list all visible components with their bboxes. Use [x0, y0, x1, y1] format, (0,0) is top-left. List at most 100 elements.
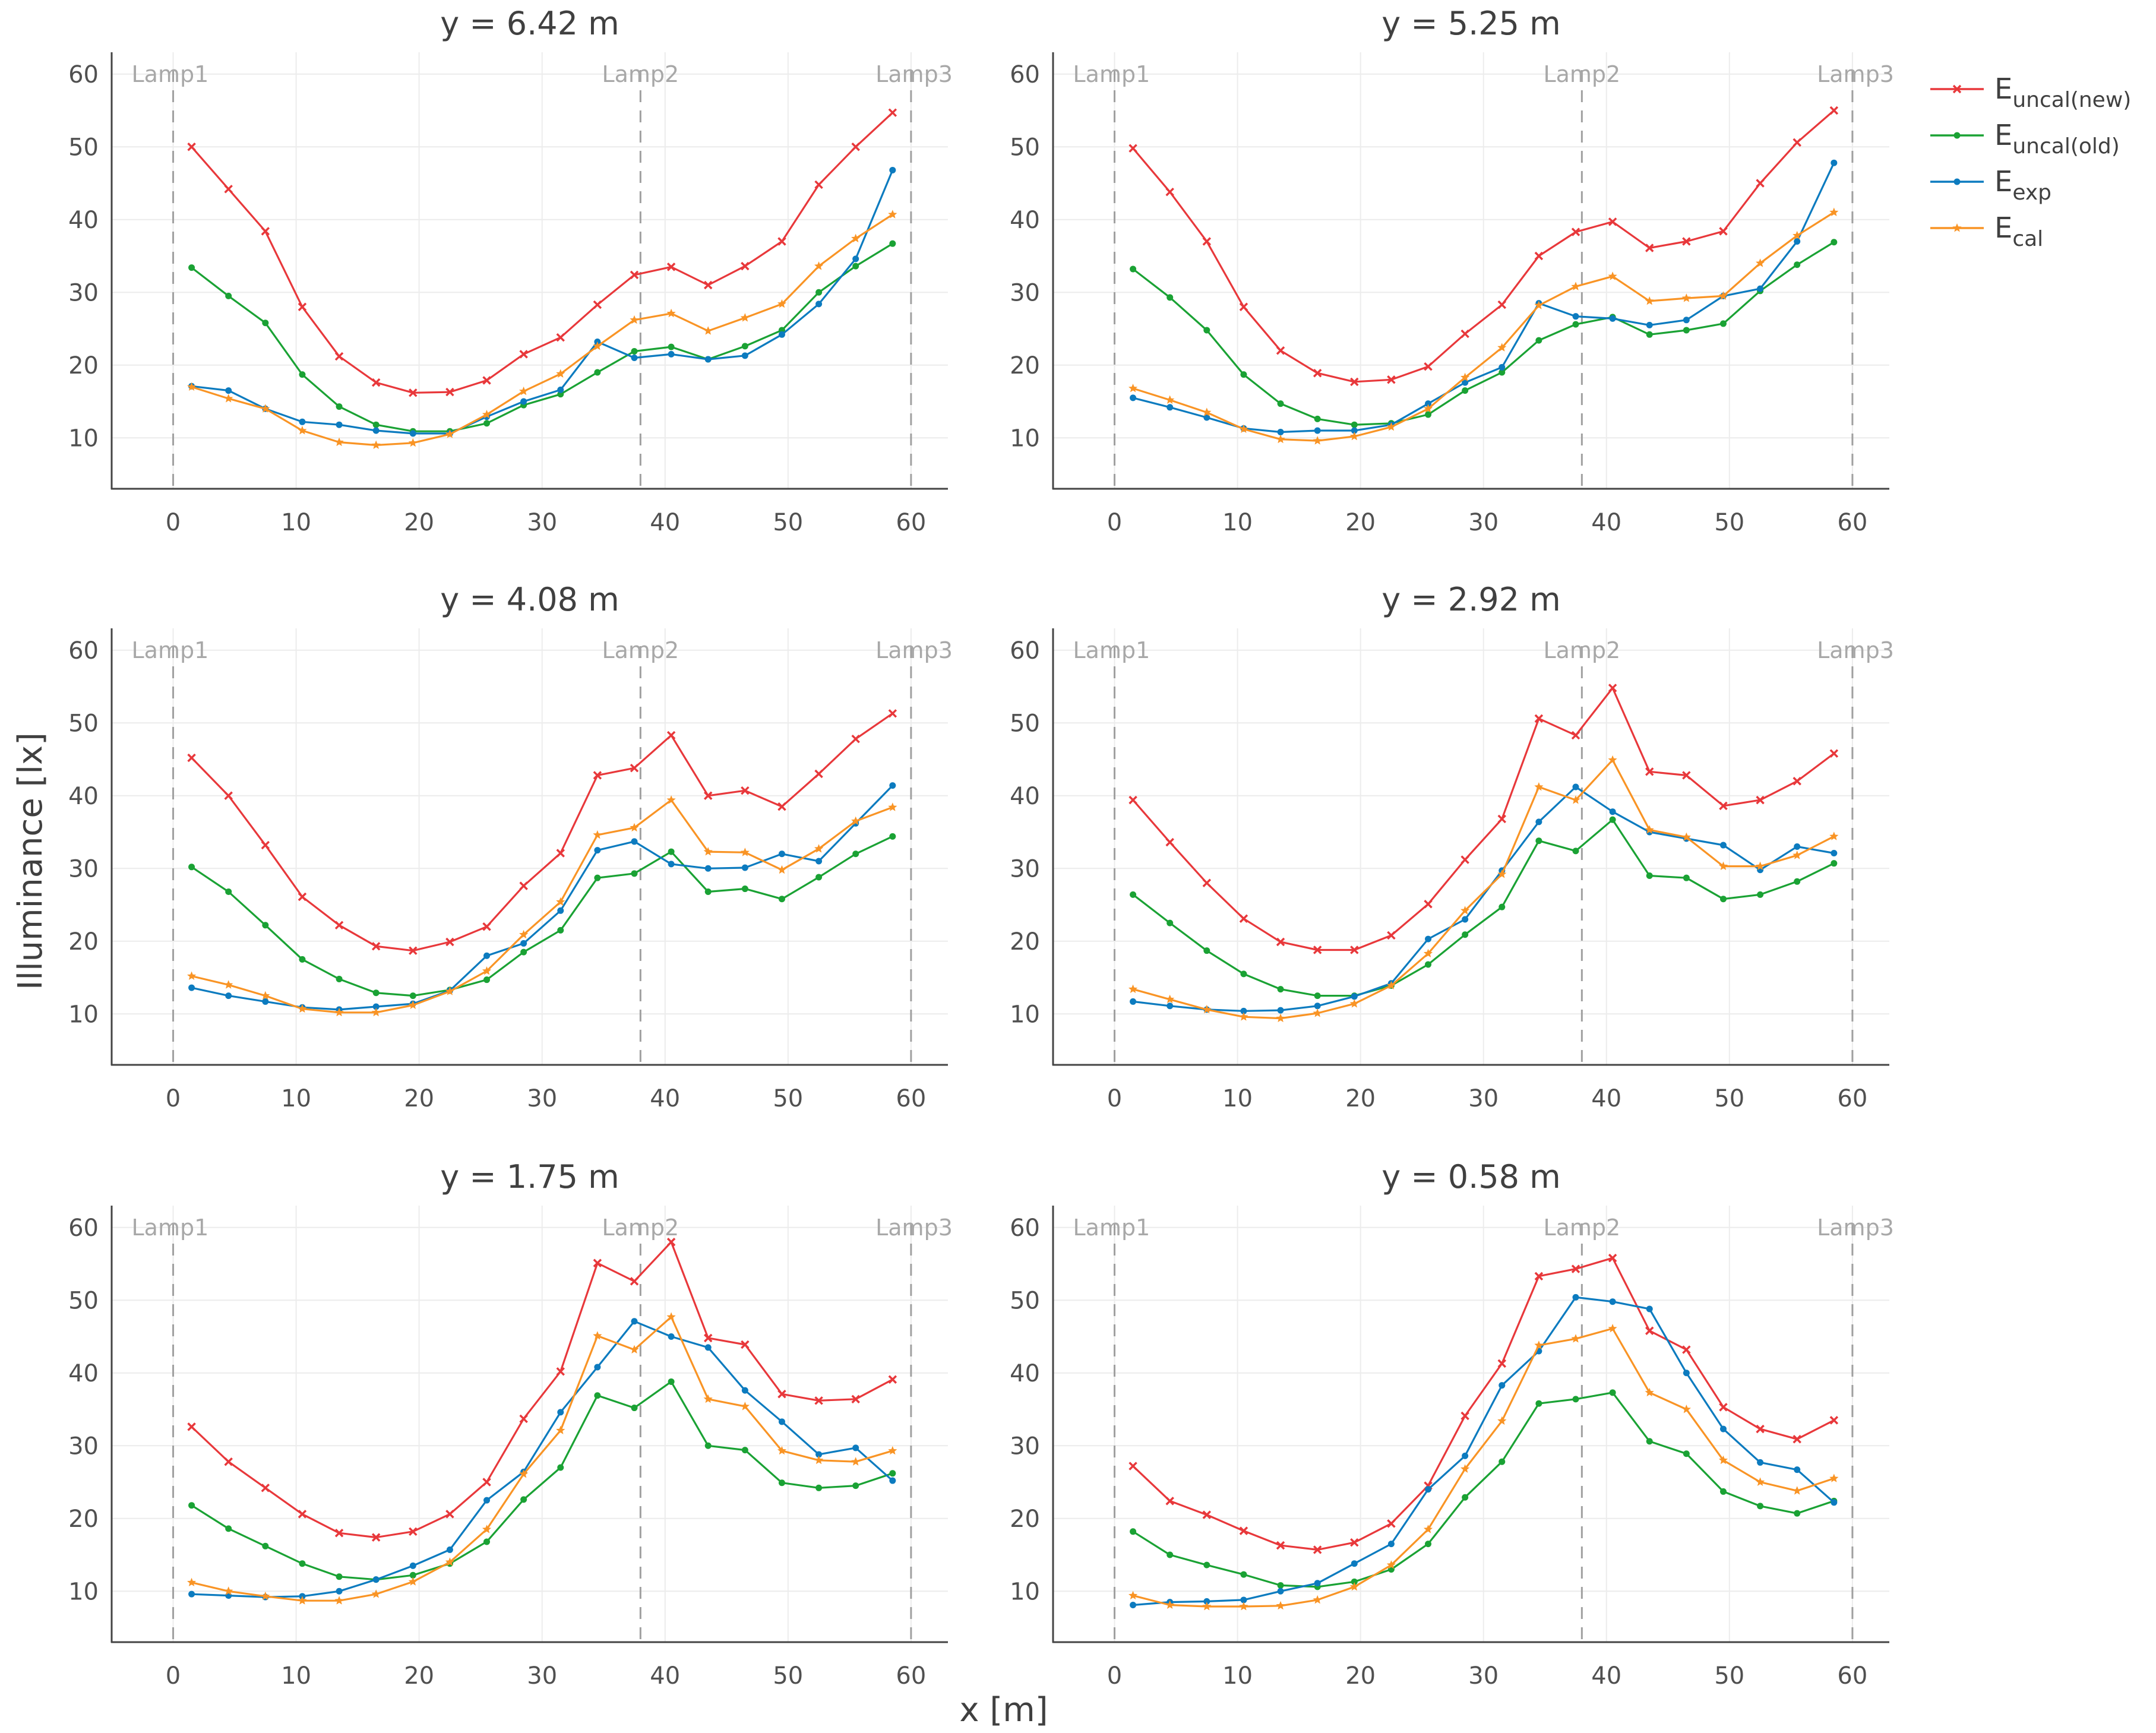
data-point	[557, 1409, 564, 1416]
data-point	[1535, 818, 1542, 826]
subplot-6: Lamp1 Lamp2 Lamp3 0 10 20 30 40 50 60 10 20 30 40 50 60…	[1010, 1158, 1894, 1690]
data-point	[187, 143, 196, 151]
data-point	[1683, 874, 1690, 881]
data-point	[1314, 992, 1321, 1000]
data-point	[299, 1560, 306, 1567]
y-tick-label: 30	[68, 279, 99, 306]
data-point	[1499, 1382, 1506, 1389]
data-point	[520, 940, 527, 947]
subplot-2: Lamp1 Lamp2 Lamp3 0 10 20 30 40 50 60 10 20 30 40 50 60…	[1010, 5, 1894, 536]
data-point	[814, 1455, 824, 1465]
lamp-label: Lamp3	[1817, 61, 1894, 87]
series-uncal_old	[1130, 239, 1838, 428]
legend-marker	[1952, 223, 1962, 232]
data-point	[1276, 937, 1285, 947]
data-point	[1314, 1003, 1321, 1010]
data-point	[557, 926, 564, 934]
data-point	[1609, 315, 1616, 322]
data-point	[1203, 327, 1210, 334]
data-point	[336, 421, 343, 428]
data-point	[631, 1405, 638, 1412]
data-point	[409, 992, 416, 1000]
y-tick-label: 60	[68, 61, 99, 88]
data-point	[888, 802, 897, 811]
data-point	[1718, 291, 1728, 300]
legend-item-exp: Eexp	[1930, 165, 2051, 205]
data-point	[299, 956, 306, 963]
data-point	[187, 382, 197, 391]
data-point	[1128, 1590, 1138, 1600]
data-point	[778, 850, 785, 858]
data-point	[1534, 714, 1544, 723]
lamp-label: Lamp1	[132, 637, 209, 663]
data-point	[1387, 931, 1396, 940]
x-tick-label: 50	[1714, 509, 1744, 536]
legend-item-cal: Ecal	[1930, 211, 2043, 251]
data-point	[889, 240, 896, 247]
lamp-label: Lamp2	[1543, 61, 1620, 87]
data-point	[187, 753, 196, 763]
data-point	[1794, 843, 1801, 850]
data-point	[1608, 271, 1617, 280]
y-tick-label: 30	[1010, 1432, 1040, 1460]
data-point	[556, 369, 565, 378]
data-point	[224, 1457, 233, 1466]
data-point	[298, 302, 307, 311]
data-point	[1351, 421, 1358, 428]
subplot-1: Lamp1 Lamp2 Lamp3 0 10 20 30 40 50 60 10 20 30 40 50 60…	[68, 5, 953, 536]
data-point	[1609, 808, 1616, 815]
data-point	[889, 833, 896, 840]
data-point	[298, 426, 307, 435]
series-line-uncal_new	[191, 1241, 893, 1539]
data-point	[1239, 1012, 1248, 1021]
subplot-5: Lamp1 Lamp2 Lamp3 0 10 20 30 40 50 60 10 20 30 40 50 60…	[68, 1158, 953, 1690]
series-line-uncal_old	[191, 1380, 893, 1581]
x-tick-label: 20	[404, 1662, 434, 1690]
data-point	[1793, 230, 1802, 240]
data-point	[445, 429, 454, 438]
data-point	[187, 1577, 197, 1586]
data-point	[666, 730, 676, 740]
data-point	[519, 350, 528, 359]
data-point	[1314, 415, 1321, 422]
legend-label: Euncal(old)	[1994, 119, 2120, 159]
data-point	[704, 1333, 713, 1343]
x-tick-label: 20	[404, 509, 434, 536]
data-point	[299, 371, 306, 378]
data-point	[408, 1577, 418, 1586]
x-tick-label: 0	[1107, 509, 1122, 536]
data-point	[1645, 1326, 1654, 1335]
data-point	[668, 1333, 675, 1340]
data-point	[1608, 1253, 1617, 1263]
data-point	[1276, 434, 1285, 444]
lamp-label: Lamp1	[1073, 637, 1150, 663]
lamp-label: Lamp3	[1817, 637, 1894, 663]
data-point	[334, 1529, 344, 1538]
data-point	[1757, 1503, 1764, 1510]
y-tick-label: 40	[1010, 783, 1040, 810]
data-point	[631, 838, 638, 845]
x-tick-label: 60	[896, 509, 926, 536]
y-tick-label: 60	[1010, 61, 1040, 88]
data-point	[741, 786, 750, 795]
data-point	[852, 1444, 859, 1451]
lamp-label: Lamp3	[875, 1215, 953, 1241]
data-point	[1425, 961, 1432, 968]
data-point	[1793, 777, 1801, 786]
data-point	[1646, 872, 1653, 879]
subplot-grid: Lamp1 Lamp2 Lamp3 0 10 20 30 40 50 60 10 20 30 40 50 60…	[68, 5, 1894, 1690]
data-point	[1535, 837, 1542, 845]
data-point	[556, 333, 565, 342]
subplot-3: Lamp1 Lamp2 Lamp3 0 10 20 30 40 50 60 10 20 30 40 50 60…	[68, 581, 953, 1112]
data-point	[1202, 1510, 1212, 1519]
data-point	[262, 1542, 269, 1549]
data-point	[1831, 1499, 1838, 1506]
data-point	[1572, 1294, 1579, 1301]
data-point	[630, 270, 639, 280]
series-cal	[187, 795, 897, 1017]
data-point	[1130, 1602, 1137, 1609]
data-point	[851, 1394, 860, 1404]
x-tick-label: 60	[1837, 1662, 1867, 1690]
data-point	[408, 1000, 418, 1009]
